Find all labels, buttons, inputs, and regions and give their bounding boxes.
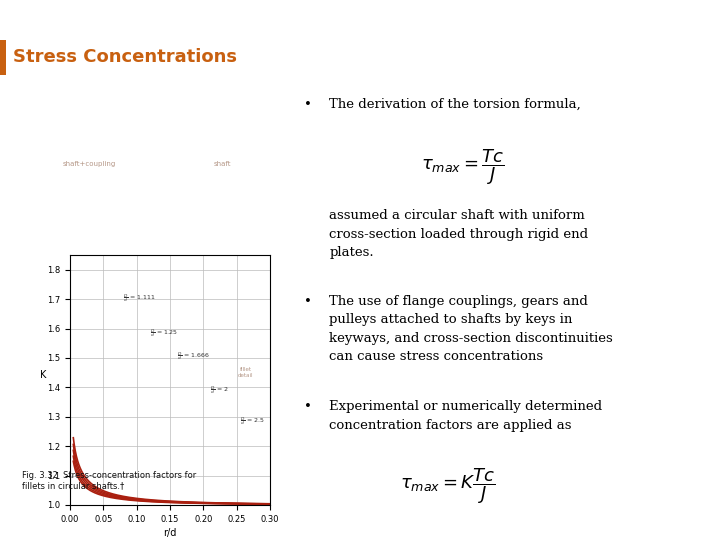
Text: The derivation of the torsion formula,: The derivation of the torsion formula, [329, 98, 581, 111]
Text: $\frac{D}{d}$ = 1.666: $\frac{D}{d}$ = 1.666 [176, 350, 210, 362]
Text: $\frac{D}{d}$ = 2.5: $\frac{D}{d}$ = 2.5 [240, 415, 265, 427]
Text: $\frac{D}{d}$ = 1.25: $\frac{D}{d}$ = 1.25 [150, 327, 179, 339]
Text: Fig. 3.32  Stress-concentration factors for
fillets in circular shafts.†: Fig. 3.32 Stress-concentration factors f… [22, 471, 197, 490]
Bar [0, 40, 6, 75]
Text: The use of flange couplings, gears and
pulleys attached to shafts by keys in
key: The use of flange couplings, gears and p… [329, 295, 613, 363]
Text: $\frac{D}{d}$ = 1.111: $\frac{D}{d}$ = 1.111 [123, 292, 156, 303]
Text: $\tau_{max} = K\dfrac{Tc}{J}$: $\tau_{max} = K\dfrac{Tc}{J}$ [400, 467, 496, 507]
Text: fillet
detail: fillet detail [238, 367, 253, 378]
Text: •: • [304, 400, 312, 413]
Text: Stress Concentrations: Stress Concentrations [13, 49, 237, 66]
Text: $\tau_{max} = \dfrac{Tc}{J}$: $\tau_{max} = \dfrac{Tc}{J}$ [421, 147, 505, 186]
Text: Experimental or numerically determined
concentration factors are applied as: Experimental or numerically determined c… [329, 400, 603, 431]
Text: $\frac{D}{d}$ = 2: $\frac{D}{d}$ = 2 [210, 384, 229, 396]
Y-axis label: K: K [40, 370, 46, 380]
Text: shaft+coupling: shaft+coupling [62, 160, 115, 167]
Text: •: • [304, 98, 312, 111]
Text: •: • [304, 295, 312, 308]
Text: assumed a circular shaft with uniform
cross-section loaded through rigid end
pla: assumed a circular shaft with uniform cr… [329, 209, 588, 259]
Text: shaft: shaft [213, 160, 230, 167]
Text: MECHANICS OF MATERIALS: MECHANICS OF MATERIALS [11, 8, 369, 32]
X-axis label: r/d: r/d [163, 528, 176, 538]
